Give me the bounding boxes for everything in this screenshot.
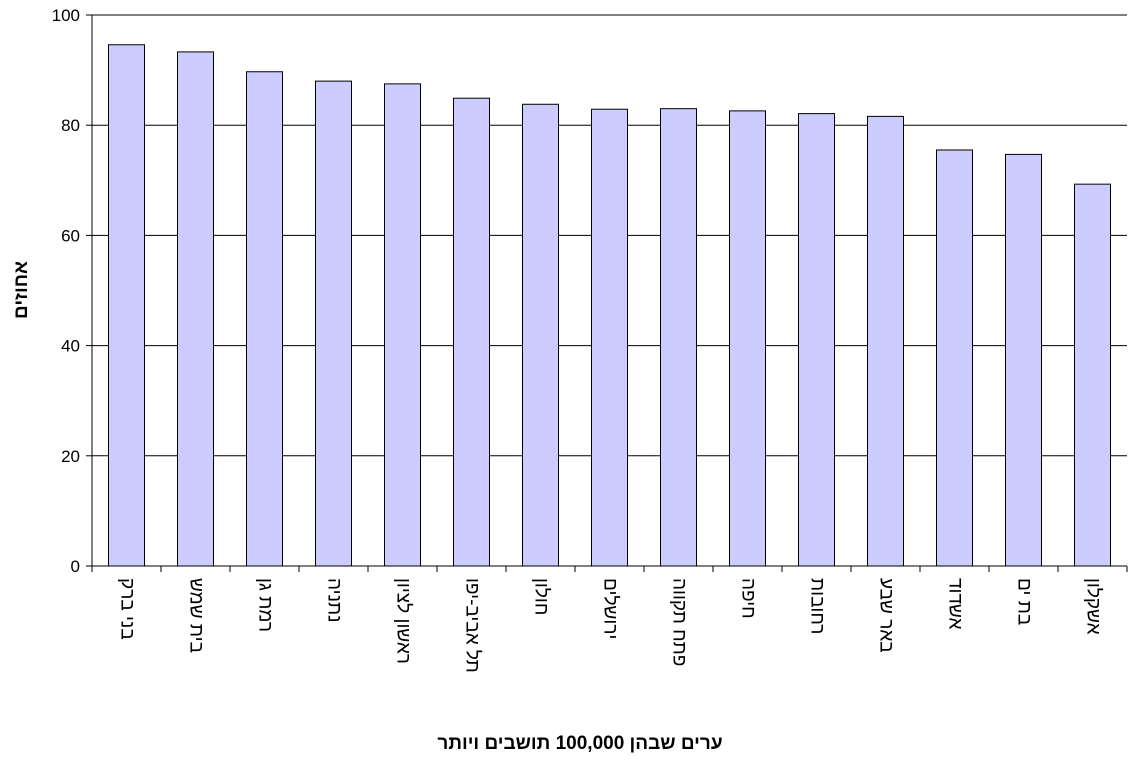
- y-tick-label: 80: [61, 116, 80, 135]
- x-tick-label: פתח תקווה: [668, 578, 689, 666]
- bar: [1005, 153, 1042, 567]
- bar: [453, 97, 490, 567]
- x-tick-label: רחובות: [806, 578, 827, 634]
- bar: [936, 149, 973, 567]
- x-tick-label: ראשון לציון: [392, 578, 413, 664]
- bars: [108, 44, 1111, 567]
- x-tick-label: רמת גן: [254, 578, 275, 632]
- y-ticks: 0 20 40 60 80 100: [52, 6, 92, 576]
- y-tick-label: 100: [52, 6, 80, 25]
- x-tick-label: באר שבע: [875, 578, 896, 653]
- bar: [315, 80, 352, 567]
- x-axis-title: ערים שבהן 100,000 תושבים ויותר: [437, 733, 722, 754]
- bar: [177, 51, 214, 567]
- x-tick-label: ירושלים: [599, 578, 620, 639]
- bar: [798, 113, 835, 567]
- y-tick-label: 20: [61, 447, 80, 466]
- y-axis-title: אחוזים: [11, 261, 32, 319]
- y-tick-label: 60: [61, 226, 80, 245]
- x-tick-label: בני ברק: [116, 578, 137, 640]
- y-tick-label: 0: [71, 557, 80, 576]
- y-tick-label: 40: [61, 337, 80, 356]
- x-tick-label: תל אביב-יפו: [461, 578, 482, 673]
- bar: [108, 44, 145, 567]
- bar: [384, 83, 421, 567]
- bar: [1074, 183, 1111, 567]
- x-tick-label: חיפה: [737, 578, 758, 619]
- x-tick-label: נתניה: [323, 578, 344, 623]
- x-tick-label: אשקלון: [1082, 578, 1103, 635]
- bar: [522, 103, 559, 567]
- bar: [591, 108, 628, 567]
- x-ticks: בני ברק בית שמש רמת גן נתניה ראשון לציון תל א…: [91, 566, 1128, 673]
- bar: [246, 71, 283, 567]
- x-tick-label: חולון: [530, 578, 551, 615]
- bar: [729, 110, 766, 567]
- x-tick-label: אשדוד: [944, 578, 965, 629]
- x-tick-label: בת ים: [1013, 578, 1034, 625]
- bar: [660, 108, 697, 567]
- bar: [867, 115, 904, 567]
- x-tick-label: בית שמש: [185, 578, 206, 653]
